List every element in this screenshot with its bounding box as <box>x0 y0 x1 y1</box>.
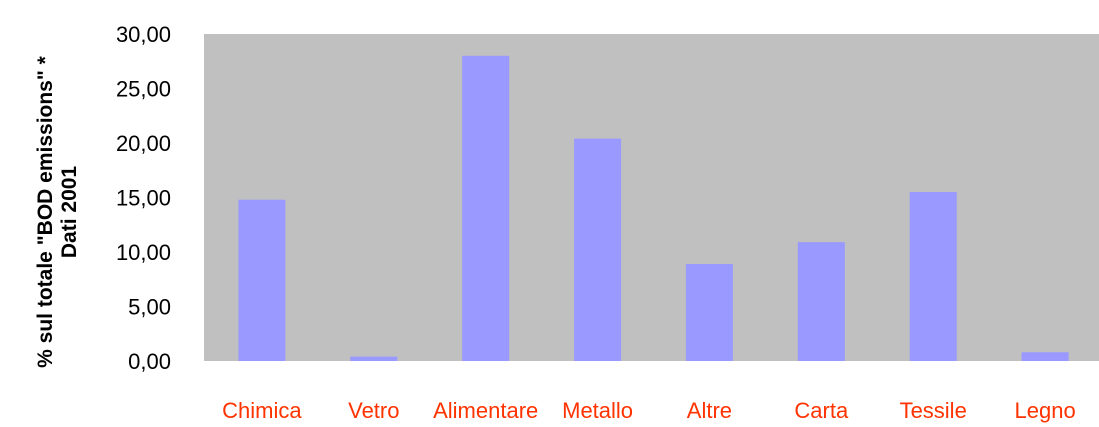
x-category-label: Chimica <box>222 398 302 423</box>
bar-metallo <box>574 138 622 361</box>
y-tick-label: 5,00 <box>128 295 171 320</box>
x-axis-labels: Chimica Vetro Alimentare Metallo Altre Carta T… <box>222 398 1076 423</box>
bar-chimica <box>238 199 286 361</box>
y-tick-label: 20,00 <box>116 131 171 156</box>
bar-vetro <box>350 356 398 361</box>
y-tick-label: 30,00 <box>116 22 171 47</box>
bar-altre <box>685 264 733 361</box>
bar-alimentare <box>462 55 510 362</box>
x-category-label: Altre <box>687 398 732 423</box>
bars-layer <box>238 55 1069 362</box>
x-category-label: Tessile <box>900 398 967 423</box>
x-category-label: Alimentare <box>433 398 538 423</box>
y-tick-label: 0,00 <box>128 349 171 374</box>
x-category-label: Carta <box>794 398 849 423</box>
y-axis-title-line-2: Dati 2001 <box>58 166 81 259</box>
y-axis-title-line-1: % sul totale "BOD emissions" * <box>34 55 57 367</box>
plot-area <box>204 34 1099 361</box>
y-tick-label: 15,00 <box>116 186 171 211</box>
y-tick-label: 10,00 <box>116 240 171 265</box>
x-category-label: Metallo <box>562 398 633 423</box>
bar-legno <box>1021 352 1069 361</box>
y-axis-title: % sul totale "BOD emissions" * Dati 2001 <box>34 55 81 367</box>
bar-carta <box>797 242 845 361</box>
x-category-label: Vetro <box>348 398 399 423</box>
y-tick-label: 25,00 <box>116 77 171 102</box>
x-category-label: Legno <box>1015 398 1076 423</box>
bar-tessile <box>909 192 957 361</box>
y-axis-ticks: 0,00 5,00 10,00 15,00 20,00 25,00 30,00 <box>116 22 171 374</box>
